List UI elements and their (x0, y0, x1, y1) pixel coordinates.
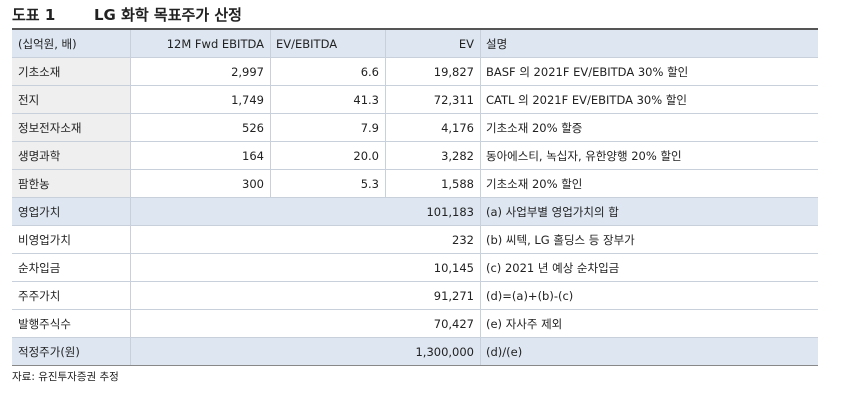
row-header: 순차입금 (12, 254, 130, 282)
table-cell: 6.6 (270, 58, 385, 86)
column-divider (130, 30, 131, 198)
table-cell: 232 (130, 226, 480, 254)
column-divider (480, 198, 481, 366)
row-header: 주주가치 (12, 282, 130, 310)
table-cell: 164 (130, 142, 270, 170)
table-cell: 1,749 (130, 86, 270, 114)
row-header: 발행주식수 (12, 310, 130, 338)
table-bottom-rule (12, 365, 818, 366)
table-cell: 기초소재 20% 할증 (480, 114, 818, 142)
row-header: 정보전자소재 (12, 114, 130, 142)
column-divider (480, 30, 481, 198)
row-header: 생명과학 (12, 142, 130, 170)
table-cell: 41.3 (270, 86, 385, 114)
table-cell: 1,300,000 (130, 338, 480, 366)
table-cell: 70,427 (130, 310, 480, 338)
title-rule (12, 28, 818, 30)
figure-title: LG 화학 목표주가 산정 (94, 6, 242, 24)
row-header: 전지 (12, 86, 130, 114)
table-cell: 526 (130, 114, 270, 142)
table-cell: 4,176 (385, 114, 480, 142)
row-header: 비영업가치 (12, 226, 130, 254)
source-note: 자료: 유진투자증권 추정 (12, 371, 119, 383)
table-cell: 10,145 (130, 254, 480, 282)
row-header: 기초소재 (12, 58, 130, 86)
table-cell: 1,588 (385, 170, 480, 198)
column-divider (130, 198, 131, 366)
row-header: 팜한농 (12, 170, 130, 198)
column-header: 12M Fwd EBITDA (130, 30, 270, 58)
column-header: (십억원, 배) (12, 30, 130, 58)
table-cell: 101,183 (130, 198, 480, 226)
table-cell: 7.9 (270, 114, 385, 142)
table-cell: (d)=(a)+(b)-(c) (480, 282, 818, 310)
table-cell: CATL 의 2021F EV/EBITDA 30% 할인 (480, 86, 818, 114)
column-header: 설명 (480, 30, 818, 58)
table-cell: 19,827 (385, 58, 480, 86)
column-header: EV (385, 30, 480, 58)
table-cell: 3,282 (385, 142, 480, 170)
column-divider (385, 30, 386, 198)
table-cell: (c) 2021 년 예상 순차입금 (480, 254, 818, 282)
table-cell: (b) 씨텍, LG 홀딩스 등 장부가 (480, 226, 818, 254)
table-cell: 300 (130, 170, 270, 198)
table-cell: 동아에스티, 녹십자, 유한양행 20% 할인 (480, 142, 818, 170)
table-cell: 5.3 (270, 170, 385, 198)
table-cell: 20.0 (270, 142, 385, 170)
column-divider (270, 30, 271, 198)
row-header: 적정주가(원) (12, 338, 130, 366)
table-cell: BASF 의 2021F EV/EBITDA 30% 할인 (480, 58, 818, 86)
row-header: 영업가치 (12, 198, 130, 226)
column-header: EV/EBITDA (270, 30, 385, 58)
table-cell: 2,997 (130, 58, 270, 86)
table-cell: 기초소재 20% 할인 (480, 170, 818, 198)
table-cell: (d)/(e) (480, 338, 818, 366)
table-cell: (e) 자사주 제외 (480, 310, 818, 338)
figure-label: 도표 1 (12, 6, 56, 24)
table-cell: 72,311 (385, 86, 480, 114)
table-cell: (a) 사업부별 영업가치의 합 (480, 198, 818, 226)
table-cell: 91,271 (130, 282, 480, 310)
